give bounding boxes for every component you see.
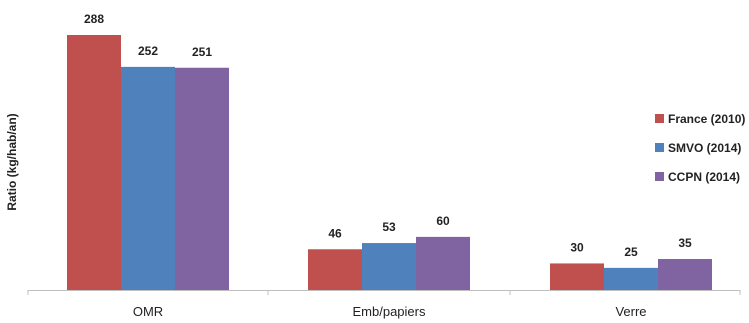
data-label-verre-smvo-2014: 25	[624, 245, 638, 259]
x-axis: OMR Emb/papiers Verre	[27, 290, 741, 319]
bar-verre-ccpn-2014	[658, 259, 712, 290]
data-label-omr-france-2010: 288	[84, 12, 104, 26]
legend-swatch-smvo-2014	[655, 143, 664, 152]
data-label-emb-papiers-smvo-2014: 53	[382, 220, 396, 234]
bar-verre-france-2010	[550, 263, 604, 290]
bar-emb-papiers-ccpn-2014	[416, 236, 470, 290]
data-label-verre-ccpn-2014: 35	[678, 236, 692, 250]
bar-verre-smvo-2014	[604, 267, 658, 290]
bars-group: 288 252 251 46 53 60 30 25 35	[67, 12, 712, 291]
data-label-verre-france-2010: 30	[570, 240, 584, 254]
data-label-omr-smvo-2014: 252	[138, 44, 158, 58]
legend-label-smvo-2014: SMVO (2014)	[668, 141, 741, 155]
data-label-emb-papiers-france-2010: 46	[328, 226, 342, 240]
legend-label-ccpn-2014: CCPN (2014)	[668, 170, 740, 184]
bar-omr-smvo-2014	[121, 66, 175, 290]
y-axis-label: Ratio (kg/hab/an)	[5, 113, 19, 210]
x-tick-label-emb-papiers: Emb/papiers	[353, 304, 426, 319]
bar-omr-france-2010	[67, 35, 121, 290]
legend-label-france-2010: France (2010)	[668, 112, 745, 126]
legend-swatch-france-2010	[655, 114, 664, 123]
x-tick-label-omr: OMR	[133, 304, 163, 319]
legend-swatch-ccpn-2014	[655, 172, 664, 181]
x-tick-label-verre: Verre	[615, 304, 646, 319]
data-label-omr-ccpn-2014: 251	[192, 45, 212, 59]
data-label-emb-papiers-ccpn-2014: 60	[436, 214, 450, 228]
legend: France (2010) SMVO (2014) CCPN (2014)	[655, 112, 745, 184]
bar-emb-papiers-france-2010	[308, 249, 362, 290]
bar-emb-papiers-smvo-2014	[362, 243, 416, 290]
bar-omr-ccpn-2014	[175, 67, 229, 291]
